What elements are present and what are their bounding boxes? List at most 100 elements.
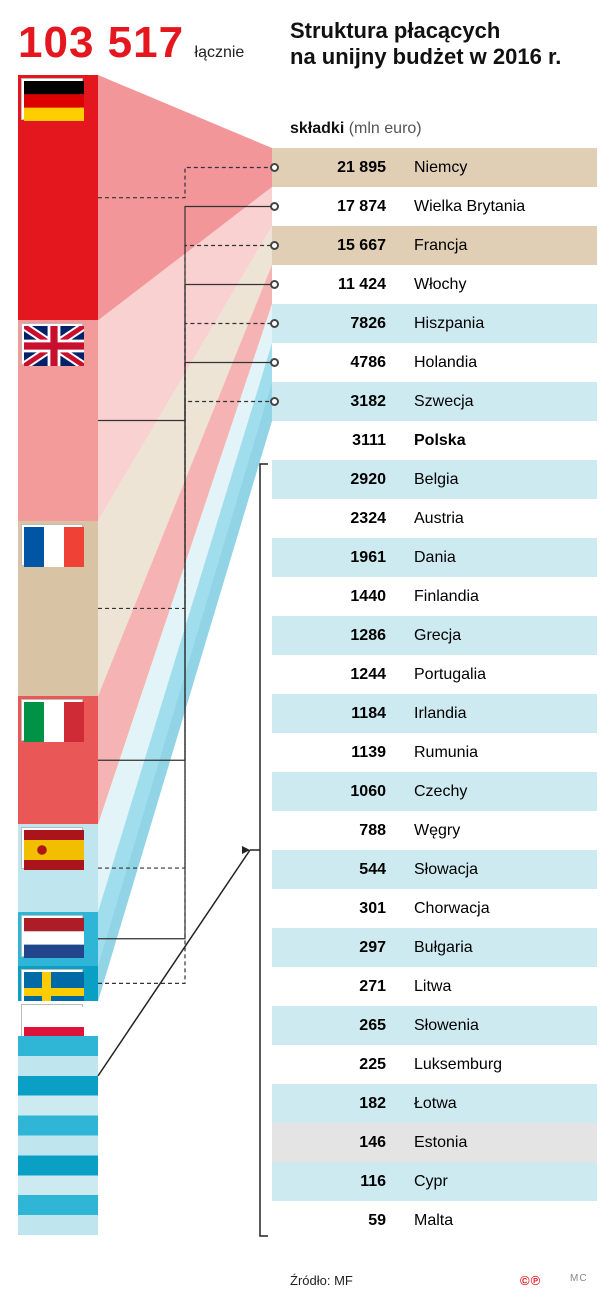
row-value: 297 [296, 939, 386, 957]
table-row: 788 Węgry [272, 811, 597, 850]
bar-segment-es [18, 824, 98, 912]
bar-segment-it [18, 696, 98, 824]
row-country: Słowacja [414, 861, 478, 879]
connector-line [98, 402, 272, 984]
bar-segment-fr [18, 521, 98, 697]
row-value: 4786 [296, 354, 386, 372]
row-country: Węgry [414, 822, 460, 840]
credit: MC [570, 1273, 588, 1284]
wedge-se [98, 382, 272, 1001]
table-row: 2324Austria [272, 499, 597, 538]
bar-segment-gb [18, 320, 98, 520]
row-value: 265 [296, 1017, 386, 1035]
table-row: 59Malta [272, 1201, 597, 1240]
table-row: 1139Rumunia [272, 733, 597, 772]
row-value: 3111 [296, 432, 386, 450]
table-row: 3111 Polska [272, 421, 597, 460]
connector-dot [270, 202, 279, 211]
country-table: 21 895Niemcy17 874Wielka Brytania15 667F… [272, 148, 597, 1240]
wedge-es [98, 304, 272, 912]
row-value: 15 667 [296, 237, 386, 255]
connector-dot [270, 358, 279, 367]
table-row: 116Cypr [272, 1162, 597, 1201]
row-value: 146 [296, 1134, 386, 1152]
table-row: 1060 Czechy [272, 772, 597, 811]
row-country: Wielka Brytania [414, 198, 525, 216]
table-row: 265Słowenia [272, 1006, 597, 1045]
total-value: 103 517 [18, 18, 184, 67]
row-country: Grecja [414, 627, 461, 645]
title-line-2: na unijny budżet w 2016 r. [290, 44, 561, 70]
stacked-bar [18, 75, 98, 1235]
wedge-de [98, 75, 272, 320]
arrow-head-icon [242, 846, 250, 854]
table-row: 17 874 Wielka Brytania [272, 187, 597, 226]
row-country: Łotwa [414, 1095, 457, 1113]
table-row: 1440 Finlandia [272, 577, 597, 616]
table-row: 1961 Dania [272, 538, 597, 577]
copyright-icon: ©℗ [520, 1273, 541, 1288]
table-row: 4786Holandia [272, 343, 597, 382]
row-value: 2920 [296, 471, 386, 489]
row-value: 788 [296, 822, 386, 840]
bar-segment-de [18, 75, 98, 320]
connector-dot [270, 241, 279, 250]
table-row: 7826 Hiszpania [272, 304, 597, 343]
connector-line [98, 363, 272, 939]
row-country: Irlandia [414, 705, 466, 723]
row-country: Czechy [414, 783, 467, 801]
row-country: Hiszpania [414, 315, 484, 333]
flag-gb [22, 324, 82, 364]
row-country: Finlandia [414, 588, 479, 606]
wedge-it [98, 265, 272, 824]
row-country: Niemcy [414, 159, 467, 177]
row-value: 271 [296, 978, 386, 996]
row-value: 1286 [296, 627, 386, 645]
row-value: 3182 [296, 393, 386, 411]
table-row: 301 Chorwacja [272, 889, 597, 928]
row-country: Polska [414, 432, 466, 450]
connector-line [98, 168, 272, 198]
row-country: Włochy [414, 276, 466, 294]
source-label: Źródło: [290, 1273, 330, 1288]
row-country: Chorwacja [414, 900, 490, 918]
row-country: Rumunia [414, 744, 478, 762]
row-country: Belgia [414, 471, 458, 489]
table-row: 2920 Belgia [272, 460, 597, 499]
table-header: składki (mln euro) [290, 120, 422, 138]
row-value: 1440 [296, 588, 386, 606]
table-row: 182Łotwa [272, 1084, 597, 1123]
wedge-fr [98, 226, 272, 696]
wedge-nl [98, 343, 272, 966]
bar-segment-rest [18, 1036, 98, 1235]
connector-line [98, 324, 272, 869]
row-value: 7826 [296, 315, 386, 333]
row-country: Cypr [414, 1173, 448, 1191]
row-country: Dania [414, 549, 456, 567]
table-row: 146 Estonia [272, 1123, 597, 1162]
row-country: Malta [414, 1212, 453, 1230]
row-country: Litwa [414, 978, 451, 996]
table-row: 1184Irlandia [272, 694, 597, 733]
row-value: 11 424 [296, 276, 386, 294]
row-value: 301 [296, 900, 386, 918]
bar-segment-pl [18, 1001, 98, 1036]
table-header-label: składki [290, 120, 344, 137]
row-value: 1961 [296, 549, 386, 567]
connector-line [98, 285, 272, 761]
bar-segment-nl [18, 912, 98, 966]
row-country: Francja [414, 237, 467, 255]
connector-line [98, 246, 272, 609]
chart-title: Struktura płacących na unijny budżet w 2… [290, 18, 561, 71]
connector-dot [270, 163, 279, 172]
table-row: 15 667 Francja [272, 226, 597, 265]
row-value: 1060 [296, 783, 386, 801]
group-bracket [250, 464, 268, 1236]
flag-nl [22, 916, 82, 956]
title-line-1: Struktura płacących [290, 18, 561, 44]
connector-line [98, 207, 272, 421]
total-label: łącznie [195, 44, 245, 61]
table-row: 1244Portugalia [272, 655, 597, 694]
row-value: 17 874 [296, 198, 386, 216]
row-country: Estonia [414, 1134, 467, 1152]
